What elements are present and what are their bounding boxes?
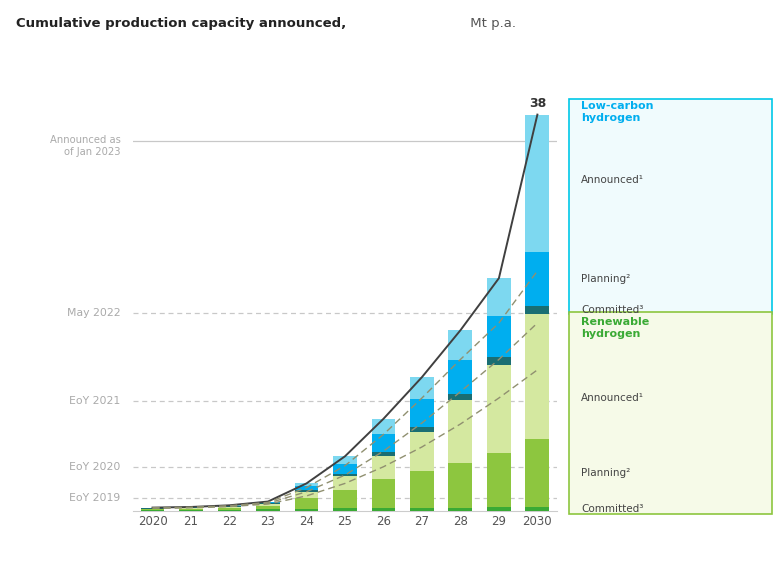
- Bar: [372, 434, 395, 452]
- Bar: [179, 510, 203, 511]
- Bar: [333, 474, 357, 476]
- Bar: [410, 471, 434, 508]
- Bar: [448, 360, 472, 394]
- Text: Announced¹: Announced¹: [582, 393, 644, 403]
- Text: EoY 2021: EoY 2021: [69, 396, 121, 406]
- Text: Cumulative production capacity announced,: Cumulative production capacity announced…: [16, 17, 346, 30]
- Text: EoY 2019: EoY 2019: [69, 493, 121, 503]
- Bar: [525, 507, 550, 511]
- Bar: [372, 452, 395, 456]
- Bar: [448, 463, 472, 508]
- Bar: [295, 490, 318, 492]
- Bar: [525, 439, 550, 507]
- Text: Planning²: Planning²: [582, 468, 630, 478]
- Bar: [372, 479, 395, 508]
- Bar: [333, 464, 357, 474]
- Bar: [140, 510, 165, 511]
- Bar: [487, 365, 511, 453]
- FancyBboxPatch shape: [568, 99, 772, 314]
- Bar: [448, 401, 472, 463]
- Bar: [487, 278, 511, 316]
- FancyBboxPatch shape: [568, 312, 772, 514]
- Bar: [333, 456, 357, 464]
- Bar: [487, 316, 511, 357]
- Text: Planning²: Planning²: [582, 274, 630, 284]
- Bar: [525, 306, 550, 314]
- Bar: [256, 509, 280, 511]
- Bar: [218, 506, 241, 507]
- Bar: [525, 314, 550, 439]
- Bar: [140, 509, 165, 510]
- Bar: [372, 508, 395, 511]
- Bar: [256, 502, 280, 503]
- Text: Announced¹: Announced¹: [582, 175, 644, 185]
- Bar: [256, 503, 280, 504]
- Text: Low-carbon
hydrogen: Low-carbon hydrogen: [582, 101, 654, 123]
- Bar: [295, 484, 318, 486]
- Bar: [218, 507, 241, 508]
- Text: 38: 38: [528, 98, 546, 111]
- Bar: [487, 357, 511, 365]
- Bar: [487, 453, 511, 507]
- Bar: [295, 509, 318, 511]
- Bar: [256, 506, 280, 509]
- Bar: [372, 456, 395, 479]
- Bar: [333, 508, 357, 511]
- Bar: [448, 394, 472, 401]
- Bar: [333, 476, 357, 490]
- Bar: [218, 508, 241, 509]
- Bar: [218, 509, 241, 511]
- Bar: [256, 504, 280, 506]
- Text: Committed³: Committed³: [582, 504, 644, 514]
- Bar: [410, 508, 434, 511]
- Bar: [410, 432, 434, 471]
- Bar: [295, 486, 318, 490]
- Text: Renewable
hydrogen: Renewable hydrogen: [582, 318, 650, 339]
- Text: EoY 2020: EoY 2020: [69, 462, 121, 472]
- Text: Announced as
of Jan 2023: Announced as of Jan 2023: [49, 135, 121, 157]
- Bar: [295, 498, 318, 509]
- Bar: [525, 252, 550, 306]
- Text: Committed³: Committed³: [582, 305, 644, 315]
- Bar: [410, 399, 434, 426]
- Bar: [487, 507, 511, 511]
- Bar: [525, 114, 550, 252]
- Text: Mt p.a.: Mt p.a.: [466, 17, 517, 30]
- Bar: [372, 419, 395, 434]
- Bar: [410, 426, 434, 432]
- Bar: [295, 492, 318, 498]
- Bar: [410, 377, 434, 399]
- Text: May 2022: May 2022: [67, 307, 121, 318]
- Bar: [179, 509, 203, 510]
- Bar: [448, 330, 472, 360]
- Bar: [333, 490, 357, 508]
- Bar: [448, 508, 472, 511]
